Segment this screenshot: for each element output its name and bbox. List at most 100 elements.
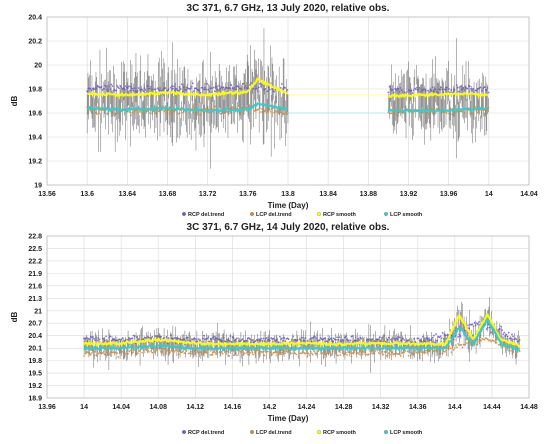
data-point: [281, 337, 283, 340]
data-point: [473, 321, 476, 324]
chart-2: 3C 371, 6.7 GHz, 14 July 2020, relative …: [10, 222, 538, 436]
data-point: [123, 354, 126, 357]
data-point: [441, 352, 444, 355]
legend-marker: [384, 212, 388, 216]
data-point: [106, 88, 108, 91]
data-point: [475, 89, 478, 92]
data-point: [167, 348, 170, 351]
data-point: [453, 89, 456, 92]
data-point: [208, 90, 211, 93]
data-point: [173, 350, 176, 353]
data-point: [86, 90, 89, 93]
data-point: [203, 334, 205, 337]
data-point: [166, 89, 169, 92]
data-point: [320, 351, 323, 354]
data-point: [88, 338, 91, 341]
data-point: [263, 340, 266, 343]
data-point: [202, 88, 205, 91]
data-point: [142, 90, 145, 93]
data-point: [472, 87, 475, 90]
x-tick-label: 13.6: [80, 191, 94, 198]
data-point: [435, 349, 437, 352]
data-point: [201, 86, 204, 89]
data-point: [160, 335, 162, 338]
data-point: [349, 339, 352, 342]
data-point: [228, 339, 231, 342]
data-point: [104, 339, 106, 342]
data-point: [223, 88, 226, 91]
series-line: [387, 106, 489, 114]
data-point: [340, 349, 343, 352]
data-point: [222, 112, 225, 114]
data-point: [406, 350, 409, 353]
data-point: [139, 349, 142, 352]
data-point: [228, 112, 230, 115]
data-point: [441, 88, 444, 91]
data-point: [470, 112, 472, 115]
data-point: [202, 111, 205, 114]
data-point: [474, 324, 477, 327]
data-point: [180, 83, 183, 86]
data-point: [399, 339, 402, 342]
data-point: [391, 88, 394, 91]
data-point: [518, 339, 521, 341]
data-point: [486, 326, 489, 329]
data-point: [501, 346, 503, 349]
data-point: [91, 335, 94, 338]
data-point: [300, 352, 303, 355]
data-point: [129, 89, 131, 92]
data-point: [265, 337, 268, 339]
data-point: [457, 90, 460, 93]
y-tick-label: 19.8: [28, 358, 42, 365]
data-point: [216, 337, 219, 340]
data-point: [277, 341, 280, 344]
data-point: [507, 331, 510, 334]
y-tick-label: 22.5: [28, 246, 42, 253]
data-point: [115, 111, 118, 114]
data-point: [93, 354, 95, 357]
legend-label: RCP smooth: [323, 430, 357, 436]
data-point: [307, 352, 310, 355]
data-point: [156, 87, 159, 90]
data-point: [108, 353, 111, 356]
data-point: [262, 337, 265, 340]
data-point: [110, 111, 113, 114]
data-point: [303, 339, 305, 342]
data-point: [174, 89, 177, 91]
series-line: [387, 91, 489, 99]
data-point: [500, 325, 502, 328]
data-point: [313, 350, 315, 353]
data-point: [267, 86, 270, 89]
data-point: [394, 107, 396, 110]
data-point: [184, 352, 187, 355]
data-point: [194, 338, 197, 340]
data-point: [406, 90, 409, 93]
data-point: [212, 350, 215, 353]
data-point: [464, 86, 467, 88]
data-point: [360, 337, 363, 340]
data-point: [102, 350, 105, 353]
data-point: [84, 338, 87, 340]
data-point: [108, 85, 111, 88]
data-point: [95, 111, 97, 114]
data-point: [357, 337, 359, 340]
data-point: [252, 353, 255, 356]
data-point: [476, 111, 479, 114]
data-point: [132, 89, 135, 92]
data-point: [490, 331, 492, 334]
data-point: [490, 340, 492, 343]
data-point: [251, 351, 254, 354]
data-point: [329, 352, 332, 355]
data-point: [172, 87, 174, 90]
data-point: [444, 88, 447, 91]
y-tick-label: 20.7: [28, 321, 42, 328]
data-point: [358, 353, 360, 356]
data-point: [373, 352, 376, 355]
data-point: [190, 85, 193, 88]
data-point: [450, 351, 453, 354]
data-point: [330, 354, 333, 357]
data-point: [258, 82, 261, 85]
data-point: [102, 88, 105, 90]
data-point: [456, 346, 458, 349]
data-point: [518, 350, 521, 352]
